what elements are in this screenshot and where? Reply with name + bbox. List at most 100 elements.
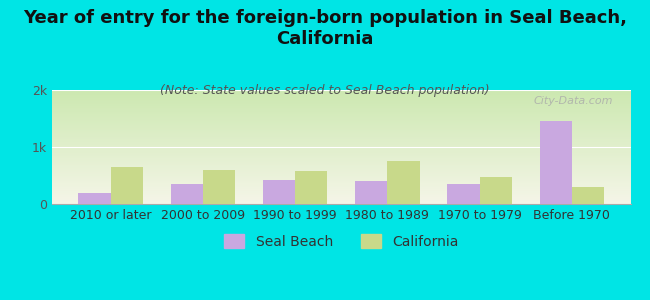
Bar — [52, 187, 630, 188]
Bar — [52, 188, 630, 189]
Bar — [52, 124, 630, 125]
Bar — [203, 170, 235, 204]
Bar — [52, 127, 630, 128]
Bar — [52, 90, 630, 91]
Legend: Seal Beach, California: Seal Beach, California — [218, 228, 465, 254]
Bar — [52, 184, 630, 186]
Bar — [52, 115, 630, 116]
Bar — [111, 167, 143, 204]
Bar — [52, 114, 630, 115]
Text: City-Data.com: City-Data.com — [534, 96, 613, 106]
Bar — [52, 177, 630, 178]
Bar — [355, 181, 387, 204]
Bar — [52, 100, 630, 101]
Bar — [52, 94, 630, 96]
Bar — [52, 128, 630, 129]
Bar — [480, 177, 512, 204]
Bar — [52, 174, 630, 175]
Bar — [52, 105, 630, 106]
Bar — [52, 152, 630, 153]
Bar — [52, 129, 630, 130]
Bar — [447, 184, 480, 204]
Bar — [52, 178, 630, 179]
Bar — [52, 173, 630, 174]
Bar — [52, 110, 630, 112]
Bar — [52, 149, 630, 150]
Bar — [52, 122, 630, 123]
Bar — [52, 171, 630, 172]
Bar — [52, 130, 630, 131]
Bar — [387, 161, 420, 204]
Bar — [52, 189, 630, 190]
Bar — [52, 98, 630, 99]
Bar — [52, 191, 630, 193]
Bar — [52, 101, 630, 103]
Text: Year of entry for the foreign-born population in Seal Beach,
California: Year of entry for the foreign-born popul… — [23, 9, 627, 48]
Bar — [52, 162, 630, 163]
Bar — [540, 121, 572, 204]
Bar — [52, 136, 630, 137]
Bar — [52, 133, 630, 134]
Bar — [52, 121, 630, 122]
Bar — [52, 198, 630, 200]
Bar — [52, 176, 630, 177]
Bar — [52, 203, 630, 204]
Bar — [52, 104, 630, 105]
Bar — [52, 92, 630, 93]
Bar — [52, 112, 630, 113]
Bar — [52, 103, 630, 104]
Bar — [52, 170, 630, 171]
Bar — [52, 180, 630, 181]
Bar — [52, 158, 630, 160]
Bar — [52, 146, 630, 147]
Bar — [52, 107, 630, 108]
Bar — [52, 141, 630, 142]
Bar — [52, 165, 630, 166]
Bar — [52, 142, 630, 144]
Bar — [52, 131, 630, 132]
Bar — [52, 167, 630, 169]
Bar — [52, 140, 630, 141]
Bar — [295, 171, 328, 204]
Bar — [52, 154, 630, 155]
Bar — [52, 118, 630, 120]
Bar — [52, 93, 630, 94]
Bar — [52, 161, 630, 162]
Bar — [52, 120, 630, 121]
Bar — [52, 157, 630, 158]
Bar — [52, 190, 630, 191]
Bar — [52, 181, 630, 182]
Bar — [52, 164, 630, 165]
Bar — [572, 187, 604, 204]
Bar — [52, 137, 630, 138]
Bar — [52, 172, 630, 173]
Bar — [52, 196, 630, 197]
Bar — [52, 99, 630, 100]
Bar — [52, 148, 630, 149]
Bar — [52, 138, 630, 139]
Bar — [52, 144, 630, 145]
Bar — [52, 163, 630, 164]
Bar — [263, 180, 295, 204]
Bar — [52, 145, 630, 146]
Bar — [52, 134, 630, 136]
Bar — [52, 125, 630, 127]
Bar — [52, 195, 630, 196]
Bar — [52, 108, 630, 110]
Bar — [52, 147, 630, 148]
Bar — [52, 179, 630, 180]
Bar — [52, 139, 630, 140]
Bar — [52, 160, 630, 161]
Bar — [52, 132, 630, 133]
Bar — [52, 193, 630, 194]
Bar — [52, 123, 630, 124]
Bar — [52, 155, 630, 156]
Bar — [52, 91, 630, 92]
Bar — [78, 193, 111, 204]
Bar — [52, 153, 630, 154]
Bar — [52, 201, 630, 202]
Bar — [52, 156, 630, 157]
Bar — [52, 106, 630, 107]
Bar — [52, 97, 630, 98]
Bar — [52, 113, 630, 114]
